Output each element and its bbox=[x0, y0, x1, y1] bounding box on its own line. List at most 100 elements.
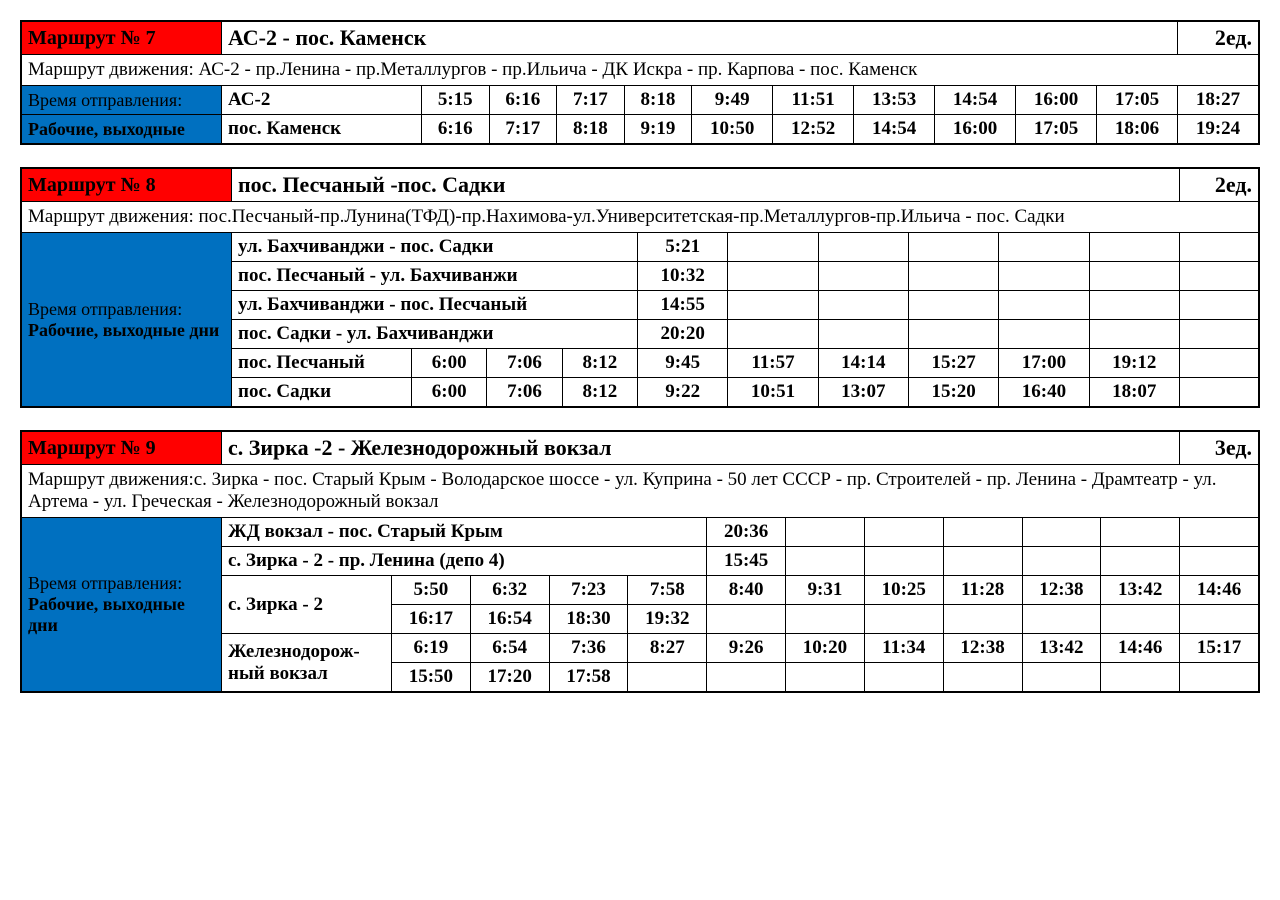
time-cell: 7:17 bbox=[557, 86, 625, 115]
route-9-table: Маршрут № 9 с. Зирка -2 - Железнодорожны… bbox=[21, 431, 1259, 692]
time-cell: 13:53 bbox=[854, 86, 935, 115]
stop-name: пос. Каменск bbox=[222, 115, 422, 144]
route-units: 2ед. bbox=[1178, 22, 1259, 55]
time-cell: 7:23 bbox=[549, 576, 628, 605]
table-row: Маршрут № 7 АС-2 - пос. Каменск 2ед. bbox=[22, 22, 1259, 55]
time-cell: 14:54 bbox=[854, 115, 935, 144]
route-description: Маршрут движения: пос.Песчаный-пр.Лунина… bbox=[22, 202, 1259, 233]
segment-name: ул. Бахчиванджи - пос. Песчаный bbox=[232, 291, 638, 320]
time-cell: 8:12 bbox=[562, 349, 637, 378]
route-number: Маршрут № 8 bbox=[22, 169, 232, 202]
time-cell: 17:20 bbox=[470, 663, 549, 692]
segment-name: ул. Бахчиванджи - пос. Садки bbox=[232, 233, 638, 262]
dep-label-line2: Рабочие, выходные дни bbox=[28, 594, 185, 635]
segment-name: пос. Садки - ул. Бахчиванджи bbox=[232, 320, 638, 349]
table-row: Маршрут движения: АС-2 - пр.Ленина - пр.… bbox=[22, 55, 1259, 86]
time-cell: 19:24 bbox=[1178, 115, 1259, 144]
dep-label-line1: Время отправления: bbox=[28, 573, 182, 593]
segment-name: ЖД вокзал - пос. Старый Крым bbox=[222, 518, 707, 547]
time-cell: 9:26 bbox=[707, 634, 786, 663]
route-number: Маршрут № 7 bbox=[22, 22, 222, 55]
time-cell: 15:27 bbox=[908, 349, 998, 378]
route-number: Маршрут № 9 bbox=[22, 432, 222, 465]
table-row: Время отправления: Рабочие, выходные дни… bbox=[22, 233, 1259, 262]
stop-name: пос. Песчаный bbox=[232, 349, 412, 378]
departure-label: Время отправления: bbox=[22, 86, 222, 115]
time-cell: 16:17 bbox=[392, 605, 471, 634]
time-cell: 15:45 bbox=[707, 547, 786, 576]
time-cell: 9:45 bbox=[638, 349, 728, 378]
time-cell: 11:57 bbox=[728, 349, 818, 378]
time-cell: 20:20 bbox=[638, 320, 728, 349]
time-cell: 18:06 bbox=[1097, 115, 1178, 144]
time-cell: 12:38 bbox=[943, 634, 1022, 663]
route-title: с. Зирка -2 - Железнодорожный вокзал bbox=[222, 432, 1180, 465]
table-row: Маршрут № 8 пос. Песчаный -пос. Садки 2е… bbox=[22, 169, 1259, 202]
table-row: Время отправления: Рабочие, выходные дни… bbox=[22, 518, 1259, 547]
route-description: Маршрут движения:с. Зирка - пос. Старый … bbox=[22, 465, 1259, 518]
time-cell: 8:18 bbox=[624, 86, 692, 115]
time-cell: 6:54 bbox=[470, 634, 549, 663]
time-cell: 6:00 bbox=[412, 349, 487, 378]
time-cell: 7:58 bbox=[628, 576, 707, 605]
route-9-block: Маршрут № 9 с. Зирка -2 - Железнодорожны… bbox=[20, 430, 1260, 693]
time-cell: 5:50 bbox=[392, 576, 471, 605]
time-cell: 7:17 bbox=[489, 115, 557, 144]
table-row: Рабочие, выходные пос. Каменск 6:16 7:17… bbox=[22, 115, 1259, 144]
route-7-block: Маршрут № 7 АС-2 - пос. Каменск 2ед. Мар… bbox=[20, 20, 1260, 145]
time-cell: 10:50 bbox=[692, 115, 773, 144]
time-cell: 13:07 bbox=[818, 378, 908, 407]
time-cell: 9:19 bbox=[624, 115, 692, 144]
time-cell: 8:12 bbox=[562, 378, 637, 407]
time-cell: 13:42 bbox=[1101, 576, 1180, 605]
time-cell: 14:46 bbox=[1180, 576, 1259, 605]
time-cell: 5:15 bbox=[422, 86, 490, 115]
route-8-table: Маршрут № 8 пос. Песчаный -пос. Садки 2е… bbox=[21, 168, 1259, 407]
time-cell: 9:31 bbox=[786, 576, 865, 605]
stop-name: пос. Садки bbox=[232, 378, 412, 407]
route-units: 2ед. bbox=[1179, 169, 1258, 202]
time-cell: 18:07 bbox=[1089, 378, 1179, 407]
time-cell: 6:16 bbox=[489, 86, 557, 115]
route-7-table: Маршрут № 7 АС-2 - пос. Каменск 2ед. Мар… bbox=[21, 21, 1259, 144]
time-cell: 5:21 bbox=[638, 233, 728, 262]
departure-side-label: Время отправления: Рабочие, выходные дни bbox=[22, 233, 232, 407]
time-cell: 17:05 bbox=[1097, 86, 1178, 115]
time-cell: 14:46 bbox=[1101, 634, 1180, 663]
time-cell: 16:00 bbox=[1016, 86, 1097, 115]
time-cell: 14:54 bbox=[935, 86, 1016, 115]
time-cell: 6:32 bbox=[470, 576, 549, 605]
days-label: Рабочие, выходные bbox=[22, 115, 222, 144]
route-description: Маршрут движения: АС-2 - пр.Ленина - пр.… bbox=[22, 55, 1259, 86]
time-cell: 9:49 bbox=[692, 86, 773, 115]
time-cell: 18:30 bbox=[549, 605, 628, 634]
time-cell: 16:40 bbox=[999, 378, 1089, 407]
time-cell: 6:19 bbox=[392, 634, 471, 663]
time-cell: 12:38 bbox=[1022, 576, 1101, 605]
time-cell: 9:22 bbox=[638, 378, 728, 407]
dep-label-line1: Время отправления: bbox=[28, 299, 182, 319]
departure-side-label: Время отправления: Рабочие, выходные дни bbox=[22, 518, 222, 692]
time-cell: 16:54 bbox=[470, 605, 549, 634]
segment-name: пос. Песчаный - ул. Бахчиванжи bbox=[232, 262, 638, 291]
table-row: Маршрут движения:с. Зирка - пос. Старый … bbox=[22, 465, 1259, 518]
time-cell: 14:55 bbox=[638, 291, 728, 320]
time-cell: 11:34 bbox=[864, 634, 943, 663]
time-cell: 6:16 bbox=[422, 115, 490, 144]
dep-label-line2: Рабочие, выходные дни bbox=[28, 320, 219, 340]
time-cell: 8:27 bbox=[628, 634, 707, 663]
time-cell: 7:06 bbox=[487, 378, 562, 407]
time-cell: 8:18 bbox=[557, 115, 625, 144]
time-cell: 17:00 bbox=[999, 349, 1089, 378]
time-cell: 8:40 bbox=[707, 576, 786, 605]
time-cell: 10:51 bbox=[728, 378, 818, 407]
table-row: Время отправления: АС-2 5:15 6:16 7:17 8… bbox=[22, 86, 1259, 115]
route-8-block: Маршрут № 8 пос. Песчаный -пос. Садки 2е… bbox=[20, 167, 1260, 408]
route-units: 3ед. bbox=[1180, 432, 1259, 465]
time-cell: 12:52 bbox=[773, 115, 854, 144]
time-cell: 6:00 bbox=[412, 378, 487, 407]
time-cell: 17:58 bbox=[549, 663, 628, 692]
time-cell: 11:51 bbox=[773, 86, 854, 115]
route-title: АС-2 - пос. Каменск bbox=[222, 22, 1178, 55]
route-title: пос. Песчаный -пос. Садки bbox=[232, 169, 1180, 202]
